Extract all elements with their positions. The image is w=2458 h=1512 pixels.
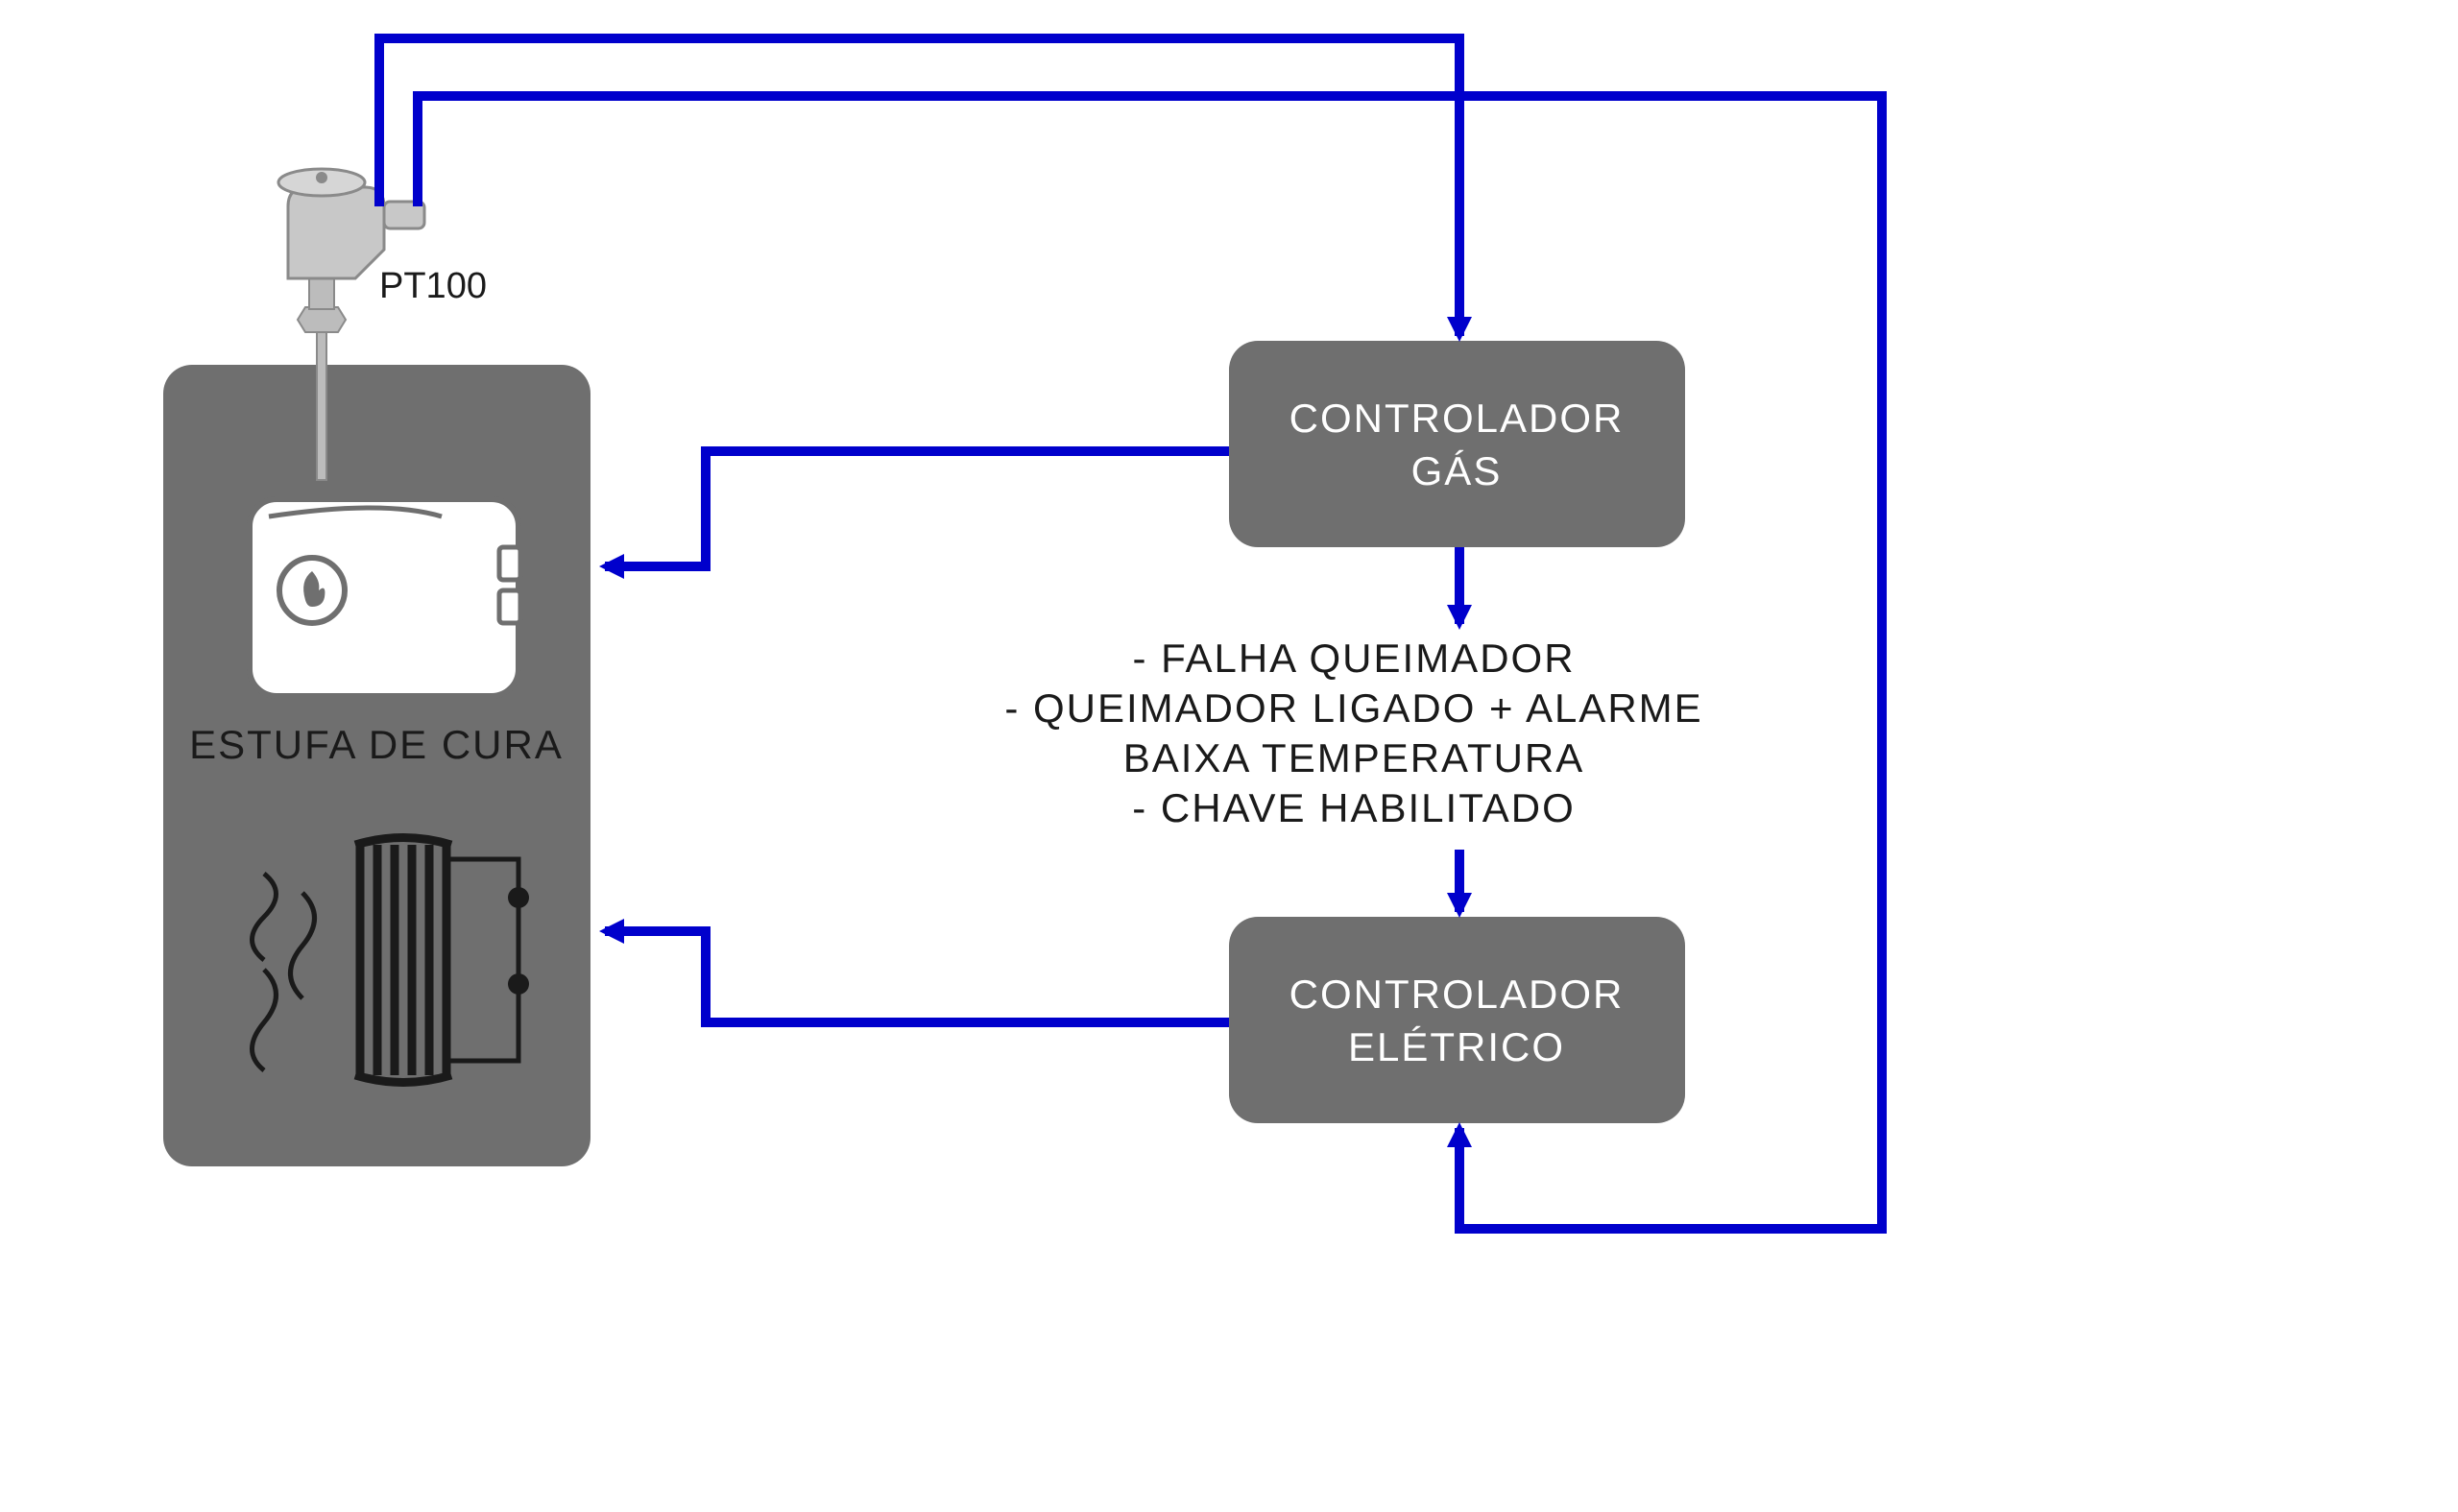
ctrl-eletrico-label-1: CONTROLADOR — [1289, 972, 1625, 1017]
edge-pt100-to-gas — [379, 38, 1459, 336]
ctrl-gas-label-2: GÁS — [1411, 448, 1503, 493]
ctrl-eletrico-box — [1229, 917, 1685, 1123]
edge-eletrico-to-heater — [605, 931, 1229, 1022]
edge-gas-to-burner — [605, 451, 1229, 566]
cond-line-2: - QUEIMADOR LIGADO + ALARME — [1004, 685, 1702, 731]
ctrl-gas-label-1: CONTROLADOR — [1289, 396, 1625, 441]
ctrl-eletrico-label-2: ELÉTRICO — [1348, 1024, 1565, 1069]
cond-line-4: - CHAVE HABILITADO — [1132, 785, 1576, 830]
cond-line-3: BAIXA TEMPERATURA — [1123, 735, 1585, 780]
pt100-label: PT100 — [379, 266, 487, 306]
cond-line-1: - FALHA QUEIMADOR — [1132, 636, 1575, 681]
burner-icon — [250, 499, 520, 696]
ctrl-gas-box — [1229, 341, 1685, 547]
estufa-label: ESTUFA DE CURA — [189, 722, 564, 767]
